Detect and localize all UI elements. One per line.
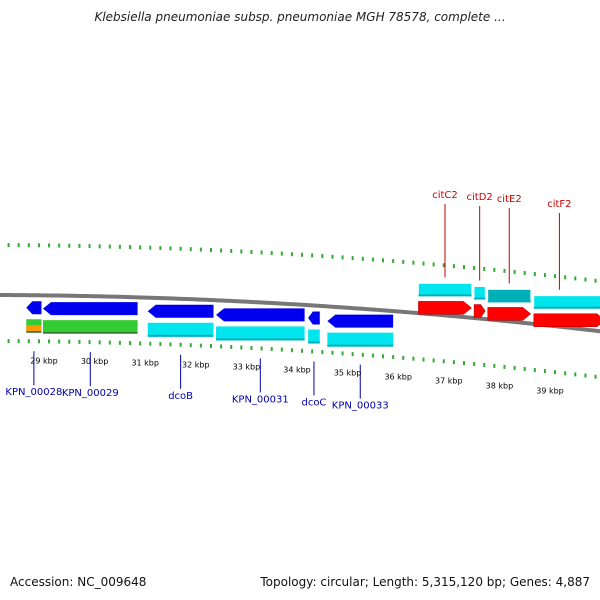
feature-arrow[interactable] [487,307,532,321]
gene-label[interactable]: KPN_00029 [62,388,119,399]
feature-edge [42,332,138,334]
scale-label: 31 kbp [131,359,159,368]
scale-label: 30 kbp [81,357,109,366]
gene-label[interactable]: dcoB [168,391,193,402]
feature-edge [216,338,305,341]
scale-label: 32 kbp [182,360,210,369]
gene-label[interactable]: citC2 [432,190,458,201]
scale-label: 34 kbp [283,365,311,374]
feature-arrow[interactable] [308,311,320,325]
scale-label: 36 kbp [384,372,412,381]
gene-label[interactable]: KPN_00033 [332,401,389,412]
map-title: Klebsiella pneumoniae subsp. pneumoniae … [94,10,506,24]
feature-edge [533,306,600,309]
gene-feature[interactable] [308,329,320,344]
genome-stats-label: Topology: circular; Length: 5,315,120 bp… [260,575,590,589]
feature-arrow[interactable] [216,308,305,322]
feature-edge [147,334,214,337]
feature-arrow[interactable] [533,313,600,328]
lower-tick-track [7,339,597,379]
feature-arrow[interactable] [42,302,138,316]
feature-edge [487,300,531,303]
feature-arrow[interactable] [327,314,394,328]
scale-label: 29 kbp [30,356,58,365]
gene-label[interactable]: KPN_00031 [232,394,289,405]
feature-track [26,282,600,347]
accession-label: Accession: NC_009648 [10,575,147,589]
feature-edge [308,341,320,344]
feature-edge [418,294,472,297]
gene-label[interactable]: citD2 [467,192,493,203]
feature-arrow[interactable] [147,304,214,318]
gene-label[interactable]: citE2 [497,194,522,205]
feature-arrow[interactable] [473,304,486,318]
feature-arrow[interactable] [26,301,42,315]
feature-edge [474,297,486,300]
scale-label: 35 kbp [334,369,362,378]
scale-labels: 29 kbp 30 kbp 31 kbp 32 kbp 33 kbp 34 kbp 35 k… [30,356,564,395]
misc-feature[interactable] [26,325,42,332]
feature-edge [327,344,394,347]
gene-feature[interactable] [147,322,214,337]
feature-arrow[interactable] [418,301,472,315]
scale-label: 38 kbp [486,381,514,390]
scale-label: 33 kbp [233,363,261,372]
scale-label: 39 kbp [536,387,564,396]
gene-label[interactable]: KPN_00028 [5,387,62,398]
feature-labels: KPN_00028 KPN_00029 dcoB KPN_00031 dcoC KPN_0… [5,190,571,412]
feature-edge [26,331,42,333]
gene-feature[interactable] [216,326,305,341]
upper-tick-track [7,243,597,283]
gene-feature[interactable] [327,332,394,347]
gene-label[interactable]: dcoC [301,398,326,409]
scale-label: 37 kbp [435,377,463,386]
rna-feature[interactable] [42,320,138,333]
gene-label[interactable]: citF2 [547,199,571,210]
